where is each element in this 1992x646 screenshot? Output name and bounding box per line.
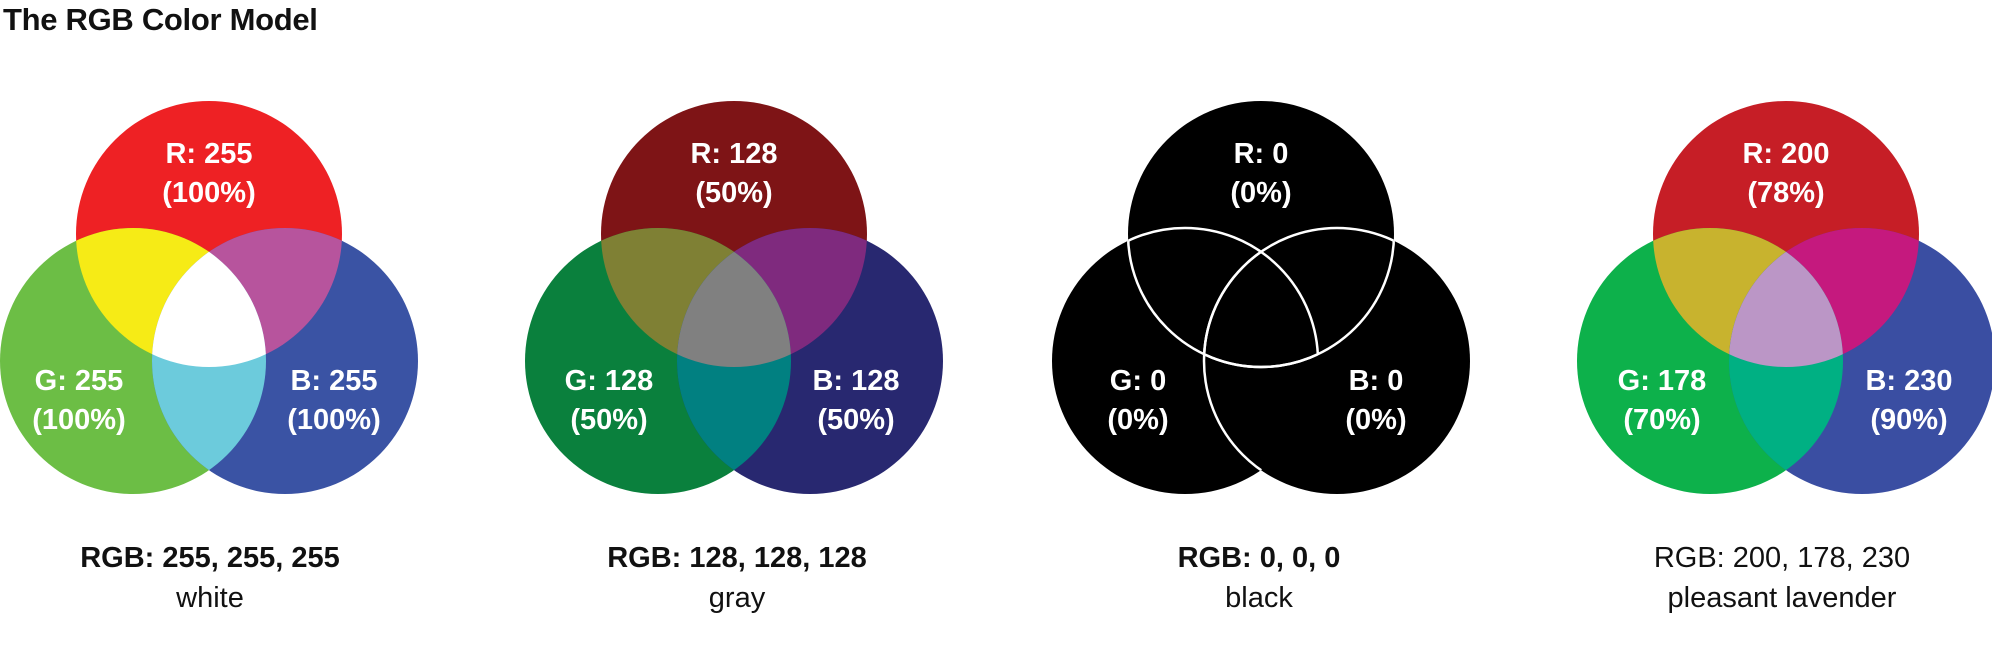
caption-color-name: white <box>176 582 244 614</box>
green-percent: (100%) <box>32 404 126 436</box>
page-title: The RGB Color Model <box>3 2 318 37</box>
green-value: G: 255 <box>35 365 124 397</box>
red-value: R: 255 <box>165 138 252 170</box>
blue-value: B: 255 <box>290 365 377 397</box>
caption-black: RGB: 0, 0, 0 black <box>1049 538 1469 618</box>
green-value: G: 178 <box>1618 365 1707 397</box>
green-percent: (70%) <box>1623 404 1700 436</box>
green-percent: (0%) <box>1107 404 1168 436</box>
caption-rgb: RGB: 128, 128, 128 <box>607 542 867 574</box>
venn-gray: R: 128 (50%) G: 128 (50%) B: 128 (50%) <box>525 101 943 494</box>
red-percent: (100%) <box>162 177 256 209</box>
caption-gray: RGB: 128, 128, 128 gray <box>527 538 947 618</box>
red-percent: (0%) <box>1230 177 1291 209</box>
venn-white: R: 255 (100%) G: 255 (100%) B: 255 (100%… <box>0 101 418 494</box>
blue-percent: (0%) <box>1345 404 1406 436</box>
venn-black: R: 0 (0%) G: 0 (0%) B: 0 (0%) <box>1052 101 1470 494</box>
red-percent: (78%) <box>1747 177 1824 209</box>
center-overlap <box>677 228 791 367</box>
red-value: R: 200 <box>1742 138 1829 170</box>
blue-percent: (50%) <box>817 404 894 436</box>
caption-lavender: RGB: 200, 178, 230 pleasant lavender <box>1572 538 1992 618</box>
green-value: G: 128 <box>565 365 654 397</box>
red-value: R: 128 <box>690 138 777 170</box>
red-percent: (50%) <box>695 177 772 209</box>
green-value: G: 0 <box>1110 365 1166 397</box>
blue-value: B: 128 <box>812 365 899 397</box>
blue-outline-green-part <box>1202 228 1318 494</box>
caption-color-name: black <box>1225 582 1293 614</box>
caption-color-name: gray <box>708 582 766 614</box>
blue-percent: (90%) <box>1870 404 1947 436</box>
caption-rgb: RGB: 255, 255, 255 <box>80 542 340 574</box>
caption-color-name: pleasant lavender <box>1667 582 1897 614</box>
green-percent: (50%) <box>570 404 647 436</box>
center-overlap <box>152 228 266 367</box>
blue-percent: (100%) <box>287 404 381 436</box>
caption-rgb: RGB: 0, 0, 0 <box>1177 542 1341 574</box>
caption-rgb: RGB: 200, 178, 230 <box>1653 542 1911 574</box>
blue-value: B: 0 <box>1349 365 1404 397</box>
center-overlap <box>1729 228 1843 367</box>
blue-circle <box>1204 228 1470 494</box>
red-value: R: 0 <box>1234 138 1289 170</box>
caption-white: RGB: 255, 255, 255 white <box>0 538 420 618</box>
blue-value: B: 230 <box>1865 365 1952 397</box>
venn-lavender: R: 200 (78%) G: 178 (70%) B: 230 (90%) <box>1577 101 1992 494</box>
